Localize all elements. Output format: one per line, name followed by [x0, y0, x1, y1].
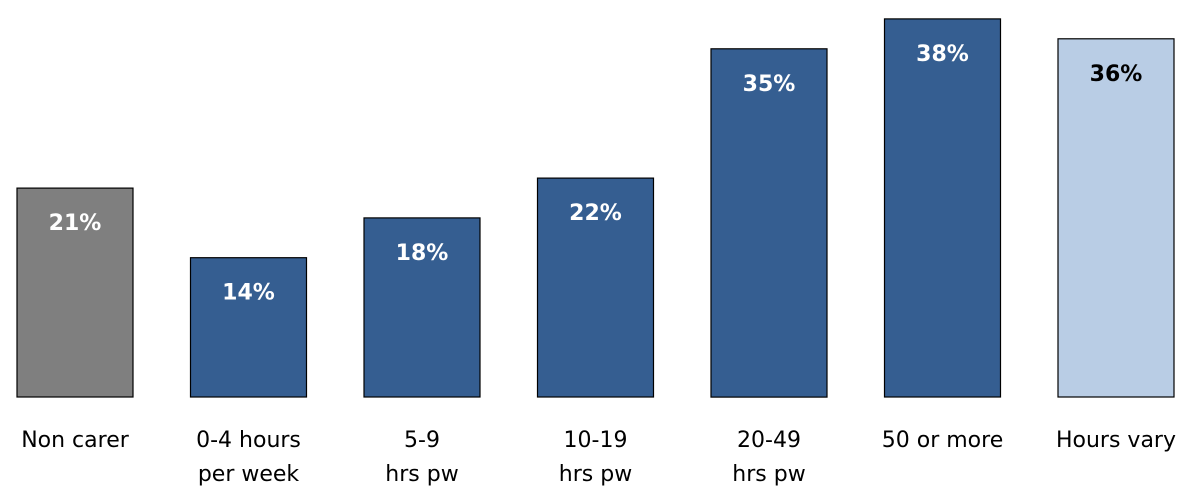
bar-6 [1057, 38, 1175, 398]
bar-4 [710, 48, 828, 398]
bar-1 [189, 257, 308, 398]
category-label-3-line-0: 10-19 [564, 428, 628, 453]
category-label-5-line-0: 50 or more [882, 428, 1003, 453]
category-label-2-line-0: 5-9 [404, 428, 440, 453]
category-label-4-line-0: 20-49 [737, 428, 801, 453]
category-label-4-line-1: hrs pw [732, 462, 805, 487]
category-label-2-line-1: hrs pw [385, 462, 458, 487]
data-label-6: 36% [1090, 62, 1143, 87]
bar-3 [536, 177, 655, 398]
category-label-3-line-1: hrs pw [559, 462, 632, 487]
data-label-2: 18% [396, 241, 449, 266]
data-label-3: 22% [569, 201, 622, 226]
bar-2 [363, 217, 481, 398]
category-label-6-line-0: Hours vary [1056, 428, 1176, 453]
data-label-5: 38% [916, 42, 969, 67]
bar-5 [883, 18, 1002, 398]
bar-0 [16, 187, 134, 398]
data-label-1: 14% [222, 281, 275, 306]
category-label-1-line-0: 0-4 hours [196, 428, 301, 453]
data-label-4: 35% [743, 72, 796, 97]
data-label-0: 21% [49, 211, 102, 236]
category-label-1-line-1: per week [198, 462, 300, 487]
category-labels-layer: Non carer 0-4 hours per week 5-9 hrs pw 10-19… [21, 428, 1176, 487]
data-labels-layer: 21% 14% 18% 22% 35% 38% 36% [49, 42, 1143, 306]
category-label-0-line-0: Non carer [21, 428, 130, 453]
bars-layer [16, 18, 1175, 398]
